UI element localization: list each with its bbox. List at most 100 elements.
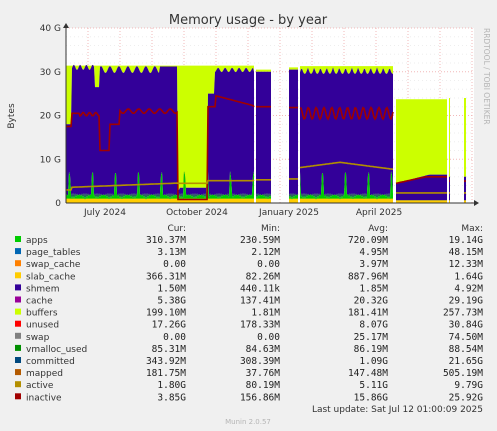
- legend-value-avg: 1.85M: [359, 283, 388, 294]
- legend-value-min: 82.26M: [246, 271, 281, 282]
- legend-value-min: 84.63M: [246, 344, 281, 355]
- y-axis-arrow: [63, 23, 69, 28]
- y-tick-label: 10 G: [40, 155, 61, 165]
- chart-title: Memory usage - by year: [169, 13, 328, 28]
- legend-swatch: [15, 369, 21, 376]
- legend-swatch: [15, 284, 21, 291]
- line-inactive: [66, 94, 466, 201]
- legend-value-max: 12.33M: [449, 259, 484, 270]
- legend-swatch: [15, 272, 21, 279]
- legend-value-min: 0.00: [257, 259, 280, 270]
- legend-value-min: 37.76M: [246, 368, 281, 379]
- legend-value-min: 137.41M: [240, 296, 280, 307]
- legend-value-cur: 17.26G: [152, 320, 187, 331]
- y-tick-label: 40 G: [40, 24, 61, 34]
- legend-value-avg: 720.09M: [348, 235, 388, 246]
- x-tick-label: October 2024: [166, 208, 228, 218]
- legend-value-max: 48.15M: [449, 247, 484, 258]
- legend-name: apps: [26, 236, 48, 246]
- legend-value-min: 156.86M: [240, 392, 280, 403]
- legend-swatch: [15, 260, 21, 267]
- data-lines: [66, 94, 466, 201]
- legend-swatch: [15, 393, 21, 400]
- last-update: Last update: Sat Jul 12 01:00:09 2025: [312, 405, 483, 415]
- legend-name: shmem: [26, 284, 59, 294]
- area-slab-cache: [66, 198, 466, 203]
- legend-value-max: 25.92G: [449, 392, 484, 403]
- y-tick-label: 20 G: [40, 112, 61, 122]
- legend-value-cur: 343.92M: [146, 356, 186, 367]
- legend-name: committed: [26, 357, 75, 367]
- legend-value-min: 2.12M: [251, 247, 280, 258]
- legend-swatch: [15, 308, 21, 315]
- col-header-cur: Cur:: [167, 224, 186, 234]
- legend-value-avg: 4.95M: [359, 247, 388, 258]
- munin-footer: Munin 2.0.57: [225, 418, 271, 426]
- legend-value-min: 308.39M: [240, 356, 280, 367]
- legend-name: vmalloc_used: [26, 345, 87, 355]
- legend-value-max: 19.14G: [449, 235, 484, 246]
- legend-value-max: 74.50M: [449, 332, 484, 343]
- legend-value-max: 505.19M: [443, 368, 483, 379]
- legend: Cur: Min: Avg: Max: apps 310.37M 230.59M 72…: [15, 224, 483, 403]
- col-header-avg: Avg:: [368, 224, 388, 234]
- legend-value-cur: 5.38G: [157, 296, 186, 307]
- legend-value-min: 80.19M: [246, 380, 281, 391]
- legend-name: page_tables: [26, 248, 81, 258]
- col-header-min: Min:: [261, 224, 280, 234]
- legend-value-avg: 8.07G: [359, 320, 388, 331]
- legend-value-cur: 1.50M: [157, 283, 186, 294]
- legend-value-cur: 0.00: [163, 259, 186, 270]
- legend-name: unused: [26, 321, 59, 331]
- legend-swatch: [15, 344, 21, 351]
- legend-value-cur: 310.37M: [146, 235, 186, 246]
- legend-value-cur: 85.31M: [152, 344, 187, 355]
- plot-area: [63, 23, 479, 206]
- legend-value-cur: 3.85G: [157, 392, 186, 403]
- legend-value-max: 30.84G: [449, 320, 484, 331]
- legend-name: buffers: [26, 309, 58, 319]
- legend-value-avg: 3.97M: [359, 259, 388, 270]
- x-tick-label: July 2024: [83, 208, 126, 218]
- legend-value-max: 4.92M: [454, 283, 483, 294]
- y-ticks: 0 10 G 20 G 30 G 40 G: [40, 24, 62, 209]
- legend-name: cache: [26, 297, 53, 307]
- legend-value-max: 88.54M: [449, 344, 484, 355]
- legend-value-max: 21.65G: [449, 356, 484, 367]
- legend-value-cur: 3.13M: [157, 247, 186, 258]
- x-tick-label: January 2025: [258, 208, 319, 218]
- col-header-max: Max:: [461, 224, 483, 234]
- legend-value-avg: 15.86G: [354, 392, 389, 403]
- legend-value-cur: 0.00: [163, 332, 186, 343]
- y-tick-label: 0: [55, 199, 61, 209]
- legend-value-avg: 20.32G: [354, 296, 389, 307]
- legend-value-avg: 147.48M: [348, 368, 388, 379]
- legend-swatch: [15, 320, 21, 327]
- legend-value-min: 178.33M: [240, 320, 280, 331]
- legend-name: swap: [26, 333, 50, 343]
- legend-value-min: 230.59M: [240, 235, 280, 246]
- rrdtool-credit: RRDTOOL / TOBI OETIKER: [482, 28, 491, 125]
- x-tick-label: April 2025: [356, 208, 402, 218]
- legend-value-avg: 86.19M: [354, 344, 389, 355]
- legend-swatch: [15, 332, 21, 339]
- legend-name: mapped: [26, 369, 63, 379]
- line-active: [66, 161, 466, 194]
- legend-swatch: [15, 357, 21, 363]
- legend-value-max: 257.73M: [443, 308, 483, 319]
- legend-value-max: 29.19G: [449, 296, 484, 307]
- legend-value-cur: 181.75M: [146, 368, 186, 379]
- legend-name: active: [26, 381, 54, 391]
- legend-value-avg: 25.17M: [354, 332, 389, 343]
- legend-swatch: [15, 381, 21, 388]
- x-ticks: July 2024 October 2024 January 2025 April 2…: [83, 208, 402, 218]
- legend-value-min: 0.00: [257, 332, 280, 343]
- y-tick-label: 30 G: [40, 68, 61, 78]
- legend-value-avg: 1.09G: [359, 356, 388, 367]
- legend-name: slab_cache: [26, 272, 76, 282]
- legend-value-avg: 887.96M: [348, 271, 388, 282]
- legend-value-cur: 1.80G: [157, 380, 186, 391]
- legend-value-cur: 199.10M: [146, 308, 186, 319]
- y-axis-label: Bytes: [7, 103, 17, 129]
